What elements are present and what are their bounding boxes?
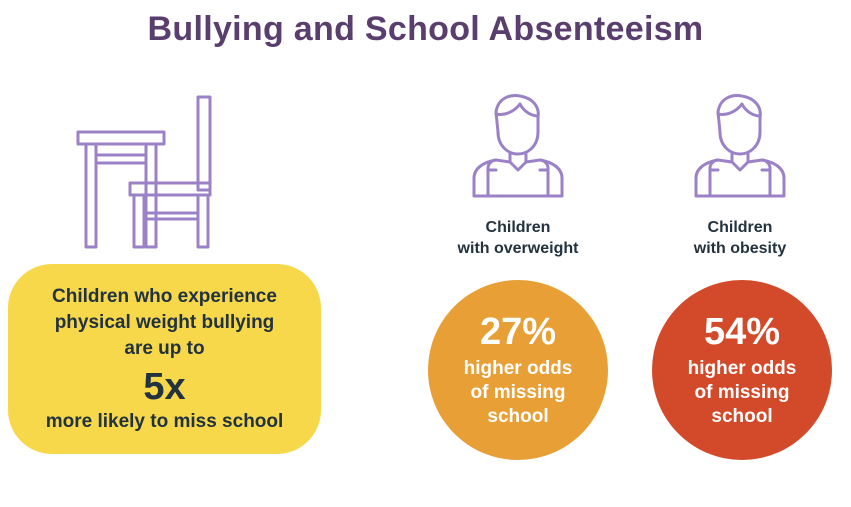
obesity-caption-line-2: with obesity	[693, 240, 787, 257]
page-title: Bullying and School Absenteeism	[147, 10, 704, 48]
bullying-line-4: more likely to miss school	[45, 411, 284, 432]
overweight-percent: 27%	[479, 311, 557, 353]
obesity-text-line-3: school	[711, 406, 773, 427]
obesity-stat-circle: 54% higher odds of missing school	[652, 280, 832, 460]
overweight-caption: Children with overweight	[418, 217, 618, 259]
overweight-stat-circle: 27% higher odds of missing school	[428, 280, 608, 460]
overweight-text-line-2: of missing	[470, 382, 566, 403]
bullying-line-3: are up to	[124, 338, 205, 359]
bullying-stat-card: Children who experience physical weight …	[8, 264, 321, 454]
obesity-text-line-2: of missing	[694, 382, 790, 403]
bullying-line-1: Children who experience	[52, 286, 277, 307]
obesity-caption-line-1: Children	[707, 219, 773, 236]
bullying-multiplier: 5x	[143, 366, 186, 408]
bullying-line-2: physical weight bullying	[54, 312, 275, 333]
desk-chair-icon	[76, 95, 212, 249]
obesity-caption: Children with obesity	[640, 217, 840, 259]
overweight-caption-line-2: with overweight	[457, 240, 579, 257]
obesity-text-line-1: higher odds	[687, 358, 797, 379]
student-icon	[694, 94, 786, 198]
overweight-text-line-3: school	[487, 406, 549, 427]
obesity-percent: 54%	[703, 311, 781, 353]
overweight-caption-line-1: Children	[485, 219, 551, 236]
student-icon	[472, 94, 564, 198]
overweight-text-line-1: higher odds	[463, 358, 573, 379]
